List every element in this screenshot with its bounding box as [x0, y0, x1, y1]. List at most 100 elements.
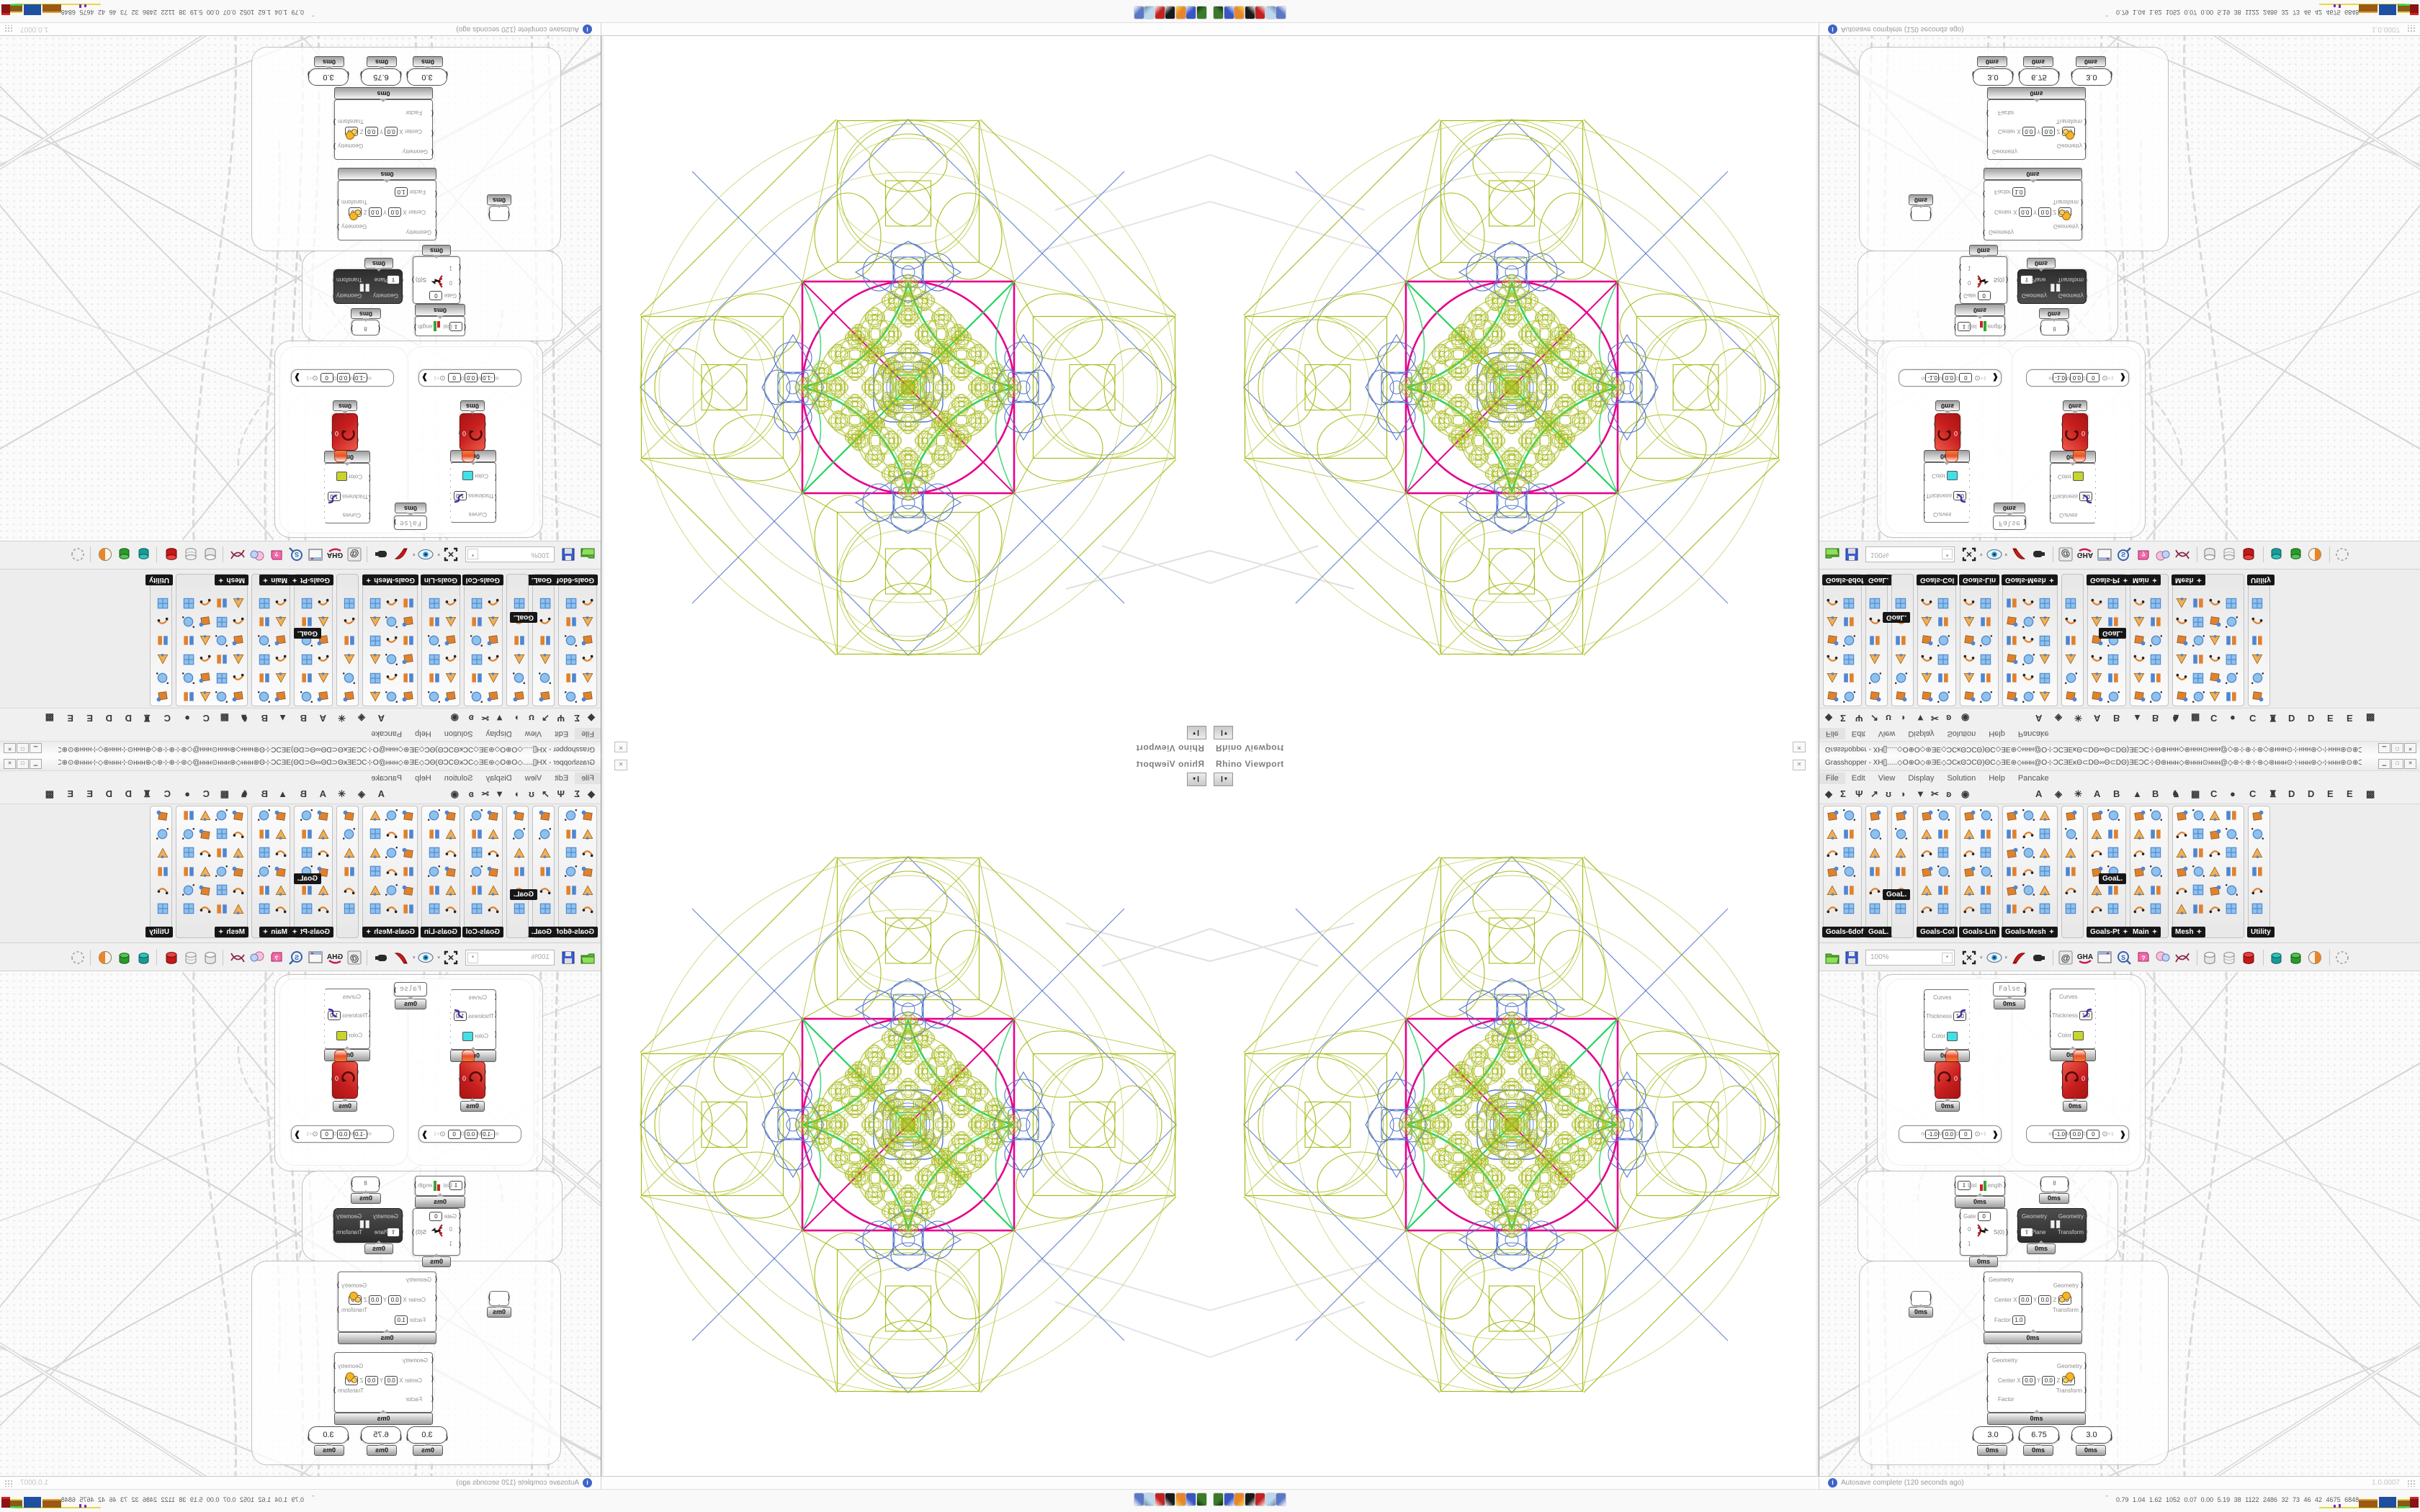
category-tab[interactable]: ● — [184, 713, 190, 724]
palette-component-icon[interactable] — [401, 827, 415, 841]
wire-nub[interactable]: ( — [2018, 1434, 2020, 1441]
gh-canvas[interactable]: Curves Thickness 1.0 Color (((0msCurves … — [1819, 35, 2420, 541]
palette-category-label[interactable]: Utility — [2247, 575, 2275, 585]
menu-item-help[interactable]: Help — [415, 729, 431, 738]
palette-component-icon[interactable] — [564, 690, 578, 703]
palette-component-icon[interactable] — [231, 846, 245, 860]
palette-component-icon[interactable] — [2133, 596, 2146, 610]
wire-nub[interactable]: ( — [459, 279, 461, 286]
palette-component-icon[interactable] — [581, 902, 594, 916]
palette-expand-icon[interactable]: ✦ — [2151, 928, 2158, 935]
category-tab[interactable]: ↗ — [542, 788, 550, 799]
palette-floating-label[interactable]: GoaL. — [509, 889, 537, 900]
palette-component-icon[interactable] — [581, 846, 594, 860]
palette-component-icon[interactable] — [1826, 671, 1839, 685]
category-tab[interactable]: A — [2094, 713, 2101, 724]
palette-component-icon[interactable] — [1868, 846, 1882, 860]
palette-component-icon[interactable] — [401, 809, 415, 822]
browser-app-icon[interactable] — [1176, 1493, 1186, 1506]
category-tab[interactable]: B — [2152, 788, 2159, 799]
calculator-app-icon[interactable] — [1134, 6, 1144, 19]
palette-component-icon[interactable] — [1937, 846, 1950, 860]
palette-component-icon[interactable] — [427, 634, 441, 647]
wire-nub[interactable]: ( — [1923, 1010, 1925, 1017]
chevron-down-icon[interactable]: ▾ — [437, 955, 440, 960]
palette-component-icon[interactable] — [564, 883, 578, 897]
palette-component-icon[interactable] — [2208, 596, 2222, 610]
minimize-button[interactable]: ▁ — [2378, 759, 2390, 769]
palette-component-icon[interactable] — [231, 827, 245, 841]
palette-component-icon[interactable] — [427, 846, 441, 860]
gene-slider[interactable]: m -1.0 M 0.0 D 0 ⊙ +1 ❱ — [418, 1125, 521, 1143]
cylinder-red-icon[interactable] — [2240, 949, 2257, 966]
scale-component[interactable]: Geometry Center X 0.0 Y 0.0 Z 0.0 Factor… — [1983, 1272, 2083, 1332]
palette-component-icon[interactable] — [368, 883, 382, 897]
palette-component-icon[interactable] — [1979, 634, 1993, 647]
category-tab[interactable]: ▼ — [1916, 788, 1925, 799]
category-tab[interactable]: Σ — [1840, 713, 1846, 724]
palette-component-icon[interactable] — [512, 596, 526, 610]
category-tab[interactable]: C — [202, 713, 210, 724]
relay-node[interactable]: () — [1910, 206, 1932, 221]
palette-component-icon[interactable] — [1826, 865, 1839, 878]
palette-component-icon[interactable] — [470, 902, 483, 916]
save-icon[interactable] — [560, 949, 577, 966]
category-tab[interactable]: C — [2249, 713, 2257, 724]
palette-component-icon[interactable] — [2175, 883, 2189, 897]
palette-component-icon[interactable] — [368, 596, 382, 610]
palette-component-icon[interactable] — [1868, 615, 1882, 629]
wire-nub[interactable]: ( — [1959, 1241, 1961, 1248]
gh-canvas[interactable]: Curves Thickness 1.0 Color (((0msCurves … — [0, 35, 601, 541]
palette-component-icon[interactable] — [182, 652, 195, 666]
palette-component-icon[interactable] — [2064, 902, 2078, 916]
wire-nub[interactable]: ( — [484, 1084, 486, 1091]
lamp-icon[interactable] — [373, 546, 390, 563]
number-slider[interactable]: 6.75() — [2018, 68, 2060, 86]
palette-component-icon[interactable] — [2208, 690, 2222, 703]
menu-item-pancake[interactable]: Pancake — [371, 774, 403, 783]
palette-component-icon[interactable] — [300, 846, 313, 860]
category-tab[interactable]: ʚ — [468, 788, 474, 799]
palette-component-icon[interactable] — [2090, 827, 2104, 841]
palette-component-icon[interactable] — [1979, 615, 1993, 629]
palette-component-icon[interactable] — [198, 652, 212, 666]
palette-component-icon[interactable] — [385, 652, 398, 666]
cylinder-light-icon[interactable] — [2201, 546, 2218, 563]
palette-component-icon[interactable] — [538, 690, 552, 703]
palette-component-icon[interactable] — [401, 846, 415, 860]
palette-component-icon[interactable] — [1937, 827, 1950, 841]
palette-component-icon[interactable] — [486, 671, 500, 685]
value-panel[interactable]: 8 () — [351, 320, 380, 336]
palette-component-icon[interactable] — [486, 809, 500, 822]
palette-component-icon[interactable] — [564, 827, 578, 841]
rhino-viewport[interactable]: Rhino Viewport ❙▾ ✕ — [1210, 36, 1819, 756]
rhino-viewport[interactable]: Rhino Viewport ❙▾ ✕ — [601, 756, 1210, 1476]
menu-item-view[interactable]: View — [1878, 729, 1896, 738]
palette-component-icon[interactable] — [257, 596, 271, 610]
palette-component-icon[interactable] — [368, 865, 382, 878]
palette-component-icon[interactable] — [1963, 865, 1976, 878]
palette-component-icon[interactable] — [385, 883, 398, 897]
curve-cross-icon[interactable] — [2174, 546, 2191, 563]
palette-component-icon[interactable] — [470, 596, 483, 610]
sphere-orange-icon[interactable] — [2306, 949, 2323, 966]
palette-component-icon[interactable] — [1920, 809, 1934, 822]
focus-select-icon[interactable]: ✕ — [1960, 546, 1978, 563]
palette-component-icon[interactable] — [2208, 671, 2222, 685]
category-tab[interactable]: E — [86, 788, 93, 799]
palette-component-icon[interactable] — [1937, 883, 1950, 897]
palette-category-label[interactable]: Goals-Lin — [1959, 927, 2000, 937]
category-tab[interactable]: ♞ — [2172, 788, 2180, 799]
palette-category-label[interactable]: Goals-Col — [462, 927, 503, 937]
palette-component-icon[interactable] — [257, 809, 271, 822]
palette-floating-label[interactable]: GoaL. — [1883, 612, 1911, 623]
wire-nub[interactable]: ) — [333, 293, 335, 300]
palette-component-icon[interactable] — [1979, 690, 1993, 703]
palette-component-icon[interactable] — [470, 634, 483, 647]
category-tab[interactable]: B — [261, 713, 268, 724]
category-tab[interactable]: ◈ — [2055, 713, 2062, 724]
palette-component-icon[interactable] — [316, 690, 330, 703]
palette-component-icon[interactable] — [1842, 902, 1856, 916]
wire-nub[interactable]: ( — [1934, 1084, 1936, 1091]
category-tab[interactable]: ʚ — [468, 713, 474, 724]
